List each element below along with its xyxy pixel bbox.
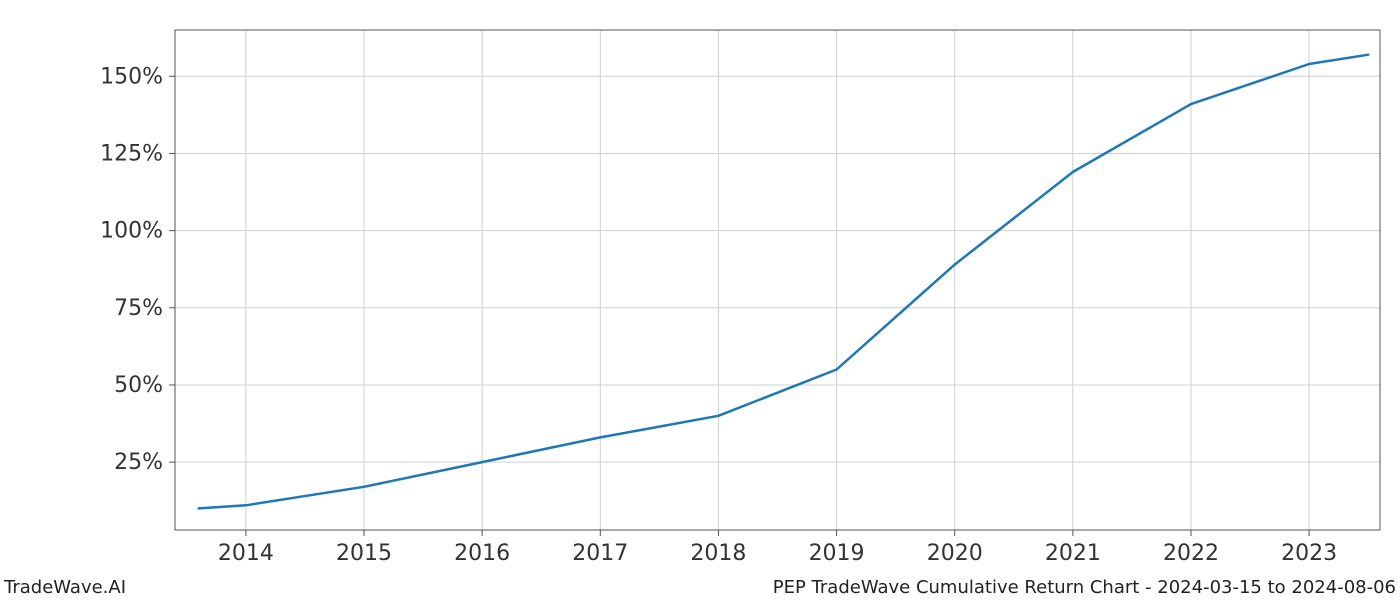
y-tick-label: 25% (114, 450, 163, 475)
chart-container: 2014 2015 2016 2017 2018 2019 2020 2021 2022 2023… (0, 0, 1400, 600)
y-tick-label: 50% (114, 373, 163, 398)
x-tick-label: 2023 (1281, 541, 1337, 566)
x-tick-label: 2020 (927, 541, 983, 566)
x-tick-label: 2016 (454, 541, 510, 566)
y-tick-label: 75% (114, 296, 163, 321)
y-tick-label: 150% (100, 64, 163, 89)
x-tick-label: 2019 (809, 541, 865, 566)
y-tick-label: 125% (100, 141, 163, 166)
x-tick-label: 2018 (690, 541, 746, 566)
x-tick-label: 2021 (1045, 541, 1101, 566)
x-tick-label: 2014 (218, 541, 274, 566)
x-tick-label: 2017 (572, 541, 628, 566)
x-tick-label: 2022 (1163, 541, 1219, 566)
x-tick-label: 2015 (336, 541, 392, 566)
y-tick-label: 100% (100, 219, 163, 244)
plot-area (175, 30, 1380, 530)
line-chart: 2014 2015 2016 2017 2018 2019 2020 2021 2022 2023… (0, 0, 1400, 600)
